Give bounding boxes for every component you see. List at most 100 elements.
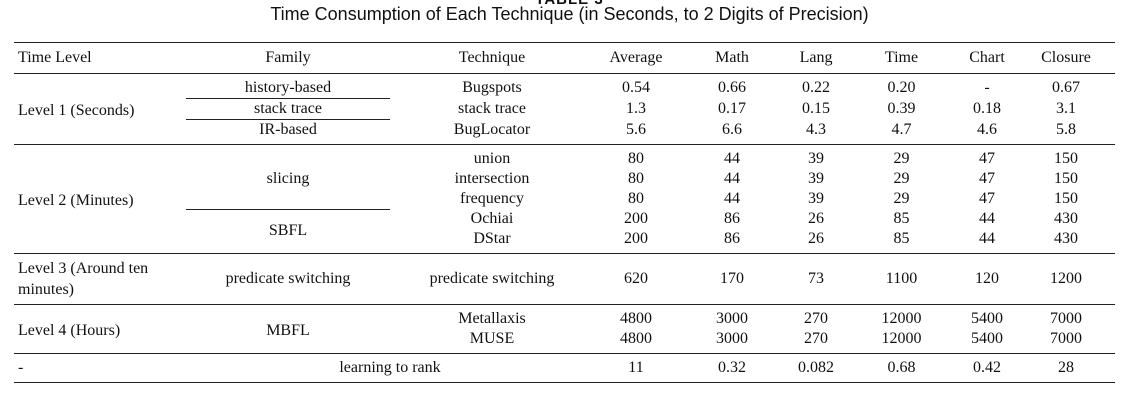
technique-cell: MUSE bbox=[390, 329, 594, 354]
table-row: Level 2 (Minutes) slicing union 80 44 39 29 47 1… bbox=[14, 144, 1115, 254]
value-cell: 1200 bbox=[1017, 253, 1115, 305]
value-cell: 4.7 bbox=[846, 119, 957, 145]
value-cell: 7000 bbox=[1050, 310, 1082, 327]
table-row: Level 3 (Around ten minutes) predicate sw… bbox=[14, 253, 1115, 305]
header-time: Time bbox=[846, 42, 957, 74]
level-group: Level 1 (Seconds) history-based Bugspots 0.… bbox=[14, 73, 1115, 145]
value-cell: 0.17 bbox=[718, 100, 746, 117]
technique-cell: intersection bbox=[454, 170, 530, 187]
value-cell: 4800 bbox=[620, 310, 652, 327]
table-row: frequency 80 44 39 29 47 150 bbox=[14, 189, 1115, 209]
level-group: Level 3 (Around ten minutes) predicate sw… bbox=[14, 253, 1115, 305]
value-cell: 44 bbox=[979, 210, 995, 227]
value-cell: - bbox=[984, 79, 990, 97]
value-cell: 1100 bbox=[846, 253, 957, 305]
value-cell: 26 bbox=[808, 210, 824, 227]
family-cell: IR-based bbox=[186, 119, 390, 145]
table-caption: Time Consumption of Each Technique (in S… bbox=[270, 4, 869, 24]
value-cell: 44 bbox=[724, 190, 740, 207]
value-cell: 0.32 bbox=[678, 353, 786, 383]
time-consumption-table: Time Level Family Technique Average Math… bbox=[14, 42, 1115, 383]
value-cell: 0.42 bbox=[957, 353, 1017, 383]
value-cell: 12000 bbox=[846, 329, 957, 354]
table-number: TABLE 3 bbox=[0, 0, 1139, 8]
value-cell: 29 bbox=[893, 150, 910, 167]
value-cell: 5400 bbox=[957, 329, 1017, 354]
value-cell: 29 bbox=[893, 190, 910, 207]
value-cell: 80 bbox=[628, 150, 644, 167]
value-cell: 11 bbox=[594, 353, 678, 383]
header-average: Average bbox=[594, 42, 678, 74]
value-cell: 0.22 bbox=[802, 79, 830, 97]
value-cell: 4.6 bbox=[957, 119, 1017, 145]
value-cell: 28 bbox=[1017, 353, 1115, 383]
technique-cell: Metallaxis bbox=[458, 310, 526, 327]
value-cell: 7000 bbox=[1017, 329, 1115, 354]
value-cell: 0.15 bbox=[802, 100, 830, 117]
family-cell: predicate switching bbox=[186, 253, 390, 305]
table-row: intersection 80 44 39 29 47 150 bbox=[14, 169, 1115, 189]
value-cell: 85 bbox=[893, 210, 910, 227]
value-cell: 620 bbox=[594, 253, 678, 305]
value-cell: 0.082 bbox=[786, 353, 846, 383]
value-cell: 29 bbox=[893, 170, 910, 187]
family-technique-cell: learning to rank bbox=[186, 353, 594, 383]
value-cell: 0.20 bbox=[887, 79, 916, 97]
family-cell: MBFL bbox=[186, 304, 390, 354]
time-level-cell: Level 4 (Hours) bbox=[14, 304, 186, 354]
value-cell: 430 bbox=[1017, 229, 1115, 254]
time-level-cell: Level 2 (Minutes) bbox=[14, 144, 186, 254]
table-row: MUSE 4800 3000 270 12000 5400 7000 bbox=[14, 329, 1115, 354]
value-cell: 150 bbox=[1054, 150, 1078, 167]
value-cell: 5.6 bbox=[594, 119, 678, 145]
value-cell: 44 bbox=[724, 170, 740, 187]
technique-cell: predicate switching bbox=[390, 253, 594, 305]
value-cell: 0.68 bbox=[846, 353, 957, 383]
family-cell: stack trace bbox=[186, 98, 390, 120]
value-cell: 0.18 bbox=[973, 100, 1001, 117]
value-cell: 86 bbox=[678, 229, 786, 254]
value-cell: 86 bbox=[724, 210, 740, 227]
header-family: Family bbox=[186, 42, 390, 74]
technique-cell: Ochiai bbox=[470, 210, 514, 227]
value-cell: 47 bbox=[979, 150, 995, 167]
table-row: Level 4 (Hours) MBFL Metallaxis 4800 3000 270… bbox=[14, 304, 1115, 354]
value-cell: 0.66 bbox=[718, 79, 746, 97]
value-cell: 150 bbox=[1054, 170, 1078, 187]
time-level-cell: - bbox=[14, 353, 186, 383]
family-cell: slicing bbox=[186, 144, 390, 210]
header-math: Math bbox=[678, 42, 786, 74]
technique-cell: DStar bbox=[390, 229, 594, 254]
family-cell: history-based bbox=[186, 73, 390, 99]
header-time-level: Time Level bbox=[14, 42, 186, 74]
header-lang: Lang bbox=[786, 42, 846, 74]
value-cell: 3.1 bbox=[1056, 100, 1076, 117]
value-cell: 430 bbox=[1054, 210, 1078, 227]
header-technique: Technique bbox=[390, 42, 594, 74]
technique-cell: stack trace bbox=[458, 100, 526, 117]
value-cell: 200 bbox=[624, 210, 648, 227]
table-row: SBFL Ochiai 200 86 26 85 44 430 bbox=[14, 209, 1115, 254]
time-level-cell: Level 3 (Around ten minutes) bbox=[14, 253, 186, 305]
table-row: DStar 200 86 26 85 44 430 bbox=[14, 229, 1115, 254]
technique-cell: frequency bbox=[460, 190, 524, 207]
value-cell: 0.54 bbox=[622, 79, 650, 97]
value-cell: 80 bbox=[628, 170, 644, 187]
value-cell: 270 bbox=[786, 329, 846, 354]
value-cell: 150 bbox=[1054, 190, 1078, 207]
value-cell: 80 bbox=[628, 190, 644, 207]
technique-cell: union bbox=[473, 150, 511, 167]
table-row: Level 1 (Seconds) history-based Bugspots 0.… bbox=[14, 73, 1115, 145]
technique-cell: BugLocator bbox=[390, 119, 594, 145]
value-cell: 85 bbox=[846, 229, 957, 254]
value-cell: 0.67 bbox=[1052, 79, 1080, 97]
value-cell: 44 bbox=[957, 229, 1017, 254]
technique-cell: Bugspots bbox=[462, 79, 522, 97]
value-cell: 6.6 bbox=[678, 119, 786, 145]
value-cell: 5.8 bbox=[1017, 119, 1115, 145]
table-row: - learning to rank 11 0.32 0.082 0.68 0.42 28 bbox=[14, 353, 1115, 383]
table-row: IR-based BugLocator 5.6 6.6 4.3 4.7 4.6 5.8 bbox=[14, 119, 1115, 145]
value-cell: 1.3 bbox=[626, 100, 646, 117]
value-cell: 47 bbox=[979, 190, 995, 207]
level-group: - learning to rank 11 0.32 0.082 0.68 0.42 28 bbox=[14, 353, 1115, 383]
